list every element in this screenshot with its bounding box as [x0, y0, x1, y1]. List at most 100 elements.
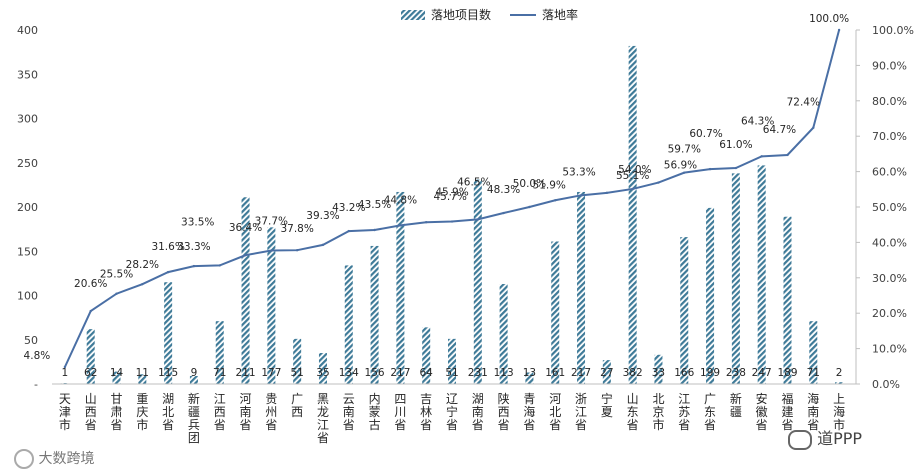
y-left-tick: 150 — [17, 245, 38, 258]
line-label: 64.7% — [763, 124, 796, 136]
bar — [809, 321, 818, 384]
category-label: 甘肃省 — [111, 392, 123, 432]
line-label: 55.1% — [616, 170, 649, 182]
bar — [189, 376, 198, 384]
bar — [577, 191, 586, 384]
category-label: 新疆兵团 — [188, 391, 200, 445]
bar-label: 14 — [110, 367, 124, 379]
bar — [706, 207, 715, 384]
bar-label: 199 — [700, 367, 720, 379]
line-label: 59.7% — [668, 144, 701, 156]
line-point — [295, 248, 299, 252]
bar — [783, 216, 792, 384]
line-point — [476, 218, 480, 221]
bar — [448, 338, 456, 384]
bar-label: 64 — [420, 367, 434, 379]
category-label: 江西省 — [214, 392, 226, 432]
bar-label: 211 — [236, 367, 256, 379]
line-point — [115, 292, 118, 295]
line-label: 48.3% — [487, 184, 520, 196]
line-label: 61.0% — [719, 139, 752, 151]
y-right-tick: 80.0% — [872, 95, 907, 108]
line-label: 37.7% — [255, 216, 288, 228]
legend-bar-label: 落地项目数 — [431, 7, 491, 22]
bar-label: 115 — [158, 367, 178, 379]
y-right-tick: 0.0% — [872, 378, 900, 391]
bar-label: 9 — [191, 367, 198, 379]
line-point — [450, 220, 454, 223]
category-label: 安徽省 — [756, 391, 768, 432]
y-right-tick: 50.0% — [872, 201, 907, 214]
line-point — [89, 309, 92, 313]
bar-labels: 1 62 14 11 115 9 71 211 177 51 35 134 156 217 64 51 231 1… — [62, 367, 843, 379]
bar-label: 382 — [623, 367, 643, 379]
line-label: 46.5% — [457, 176, 490, 188]
bar — [112, 371, 121, 384]
line-label: 28.2% — [126, 259, 159, 271]
bar — [654, 354, 663, 384]
category-label: 黑龙江省 — [317, 392, 329, 445]
line-point — [554, 199, 557, 202]
bar-label: 27 — [600, 367, 613, 379]
bar — [293, 338, 302, 384]
y-axis-right: 0.0% 10.0% 20.0% 30.0% 40.0% 50.0% 60.0% 70.0% 8… — [855, 24, 914, 391]
bar-label: 13 — [523, 367, 536, 379]
y-left-tick: 400 — [17, 24, 38, 37]
line-point — [657, 181, 660, 184]
line-point — [837, 28, 841, 32]
line-point — [321, 243, 325, 247]
line-label: 50.0% — [513, 178, 546, 190]
bar-label: 51 — [445, 367, 458, 379]
y-right-tick: 60.0% — [872, 166, 907, 179]
line-labels: 4.8%20.6%25.5%28.2%31.6%33.3%33.5% 36.4%3… — [24, 13, 850, 362]
y-right-tick: 90.0% — [872, 59, 907, 72]
line-label: 39.3% — [306, 210, 339, 222]
bar-label: 71 — [807, 367, 820, 379]
category-label: 吉林省 — [420, 392, 432, 432]
line-point — [579, 194, 583, 197]
line-label: 45.7% — [434, 191, 467, 203]
line-point — [373, 228, 376, 232]
line-label: 33.5% — [181, 216, 214, 228]
line-point — [708, 167, 712, 171]
y-axis-left: - 50 100 150 200 250 300 350 400 — [17, 24, 38, 391]
y-right-tick: 30.0% — [872, 272, 907, 285]
bar — [86, 329, 95, 384]
line-label: 72.4% — [787, 97, 820, 109]
line-point — [424, 221, 428, 224]
bar — [164, 282, 173, 384]
category-label: 广东省 — [704, 392, 716, 432]
line-point — [347, 229, 350, 233]
category-label: 四川省 — [394, 392, 406, 432]
y-left-tick: 300 — [17, 113, 38, 126]
watermark-left-text: 大数跨境 — [38, 451, 95, 467]
x-axis: 天津市 山西省 甘肃省 重庆市 湖北省 新疆兵团 江西省 河南省 贵州省 广西 黑龙江省 云南省 内蒙古… — [52, 383, 856, 445]
bar-label: 1 — [62, 367, 69, 379]
line-point — [502, 211, 505, 215]
y-left-tick: 200 — [17, 201, 38, 214]
line-point — [812, 126, 815, 129]
bar-label: 62 — [84, 367, 97, 379]
category-label: 辽宁省 — [446, 392, 458, 432]
line-label: 37.8% — [280, 223, 313, 235]
line-label: 25.5% — [100, 269, 133, 281]
line-label: 60.7% — [689, 128, 722, 140]
bar — [602, 360, 611, 384]
line-point — [166, 270, 170, 274]
y-left-tick: 50 — [24, 334, 38, 347]
y-left-tick: 250 — [17, 157, 38, 170]
line-label: 54.0% — [618, 164, 651, 176]
y-right-tick: 20.0% — [872, 307, 907, 320]
bar-series — [60, 45, 844, 385]
line-point — [683, 171, 686, 174]
legend: 落地项目数 落地率 — [401, 7, 578, 22]
bar-label: 35 — [316, 367, 329, 379]
category-label: 福建省 — [781, 391, 793, 432]
category-label: 广西 — [291, 392, 303, 419]
line-label: 4.8% — [24, 350, 51, 362]
bar-label: 71 — [213, 367, 226, 379]
bar — [551, 241, 560, 384]
bar — [344, 265, 353, 384]
bar — [835, 382, 844, 384]
category-label: 新疆 — [730, 391, 742, 419]
